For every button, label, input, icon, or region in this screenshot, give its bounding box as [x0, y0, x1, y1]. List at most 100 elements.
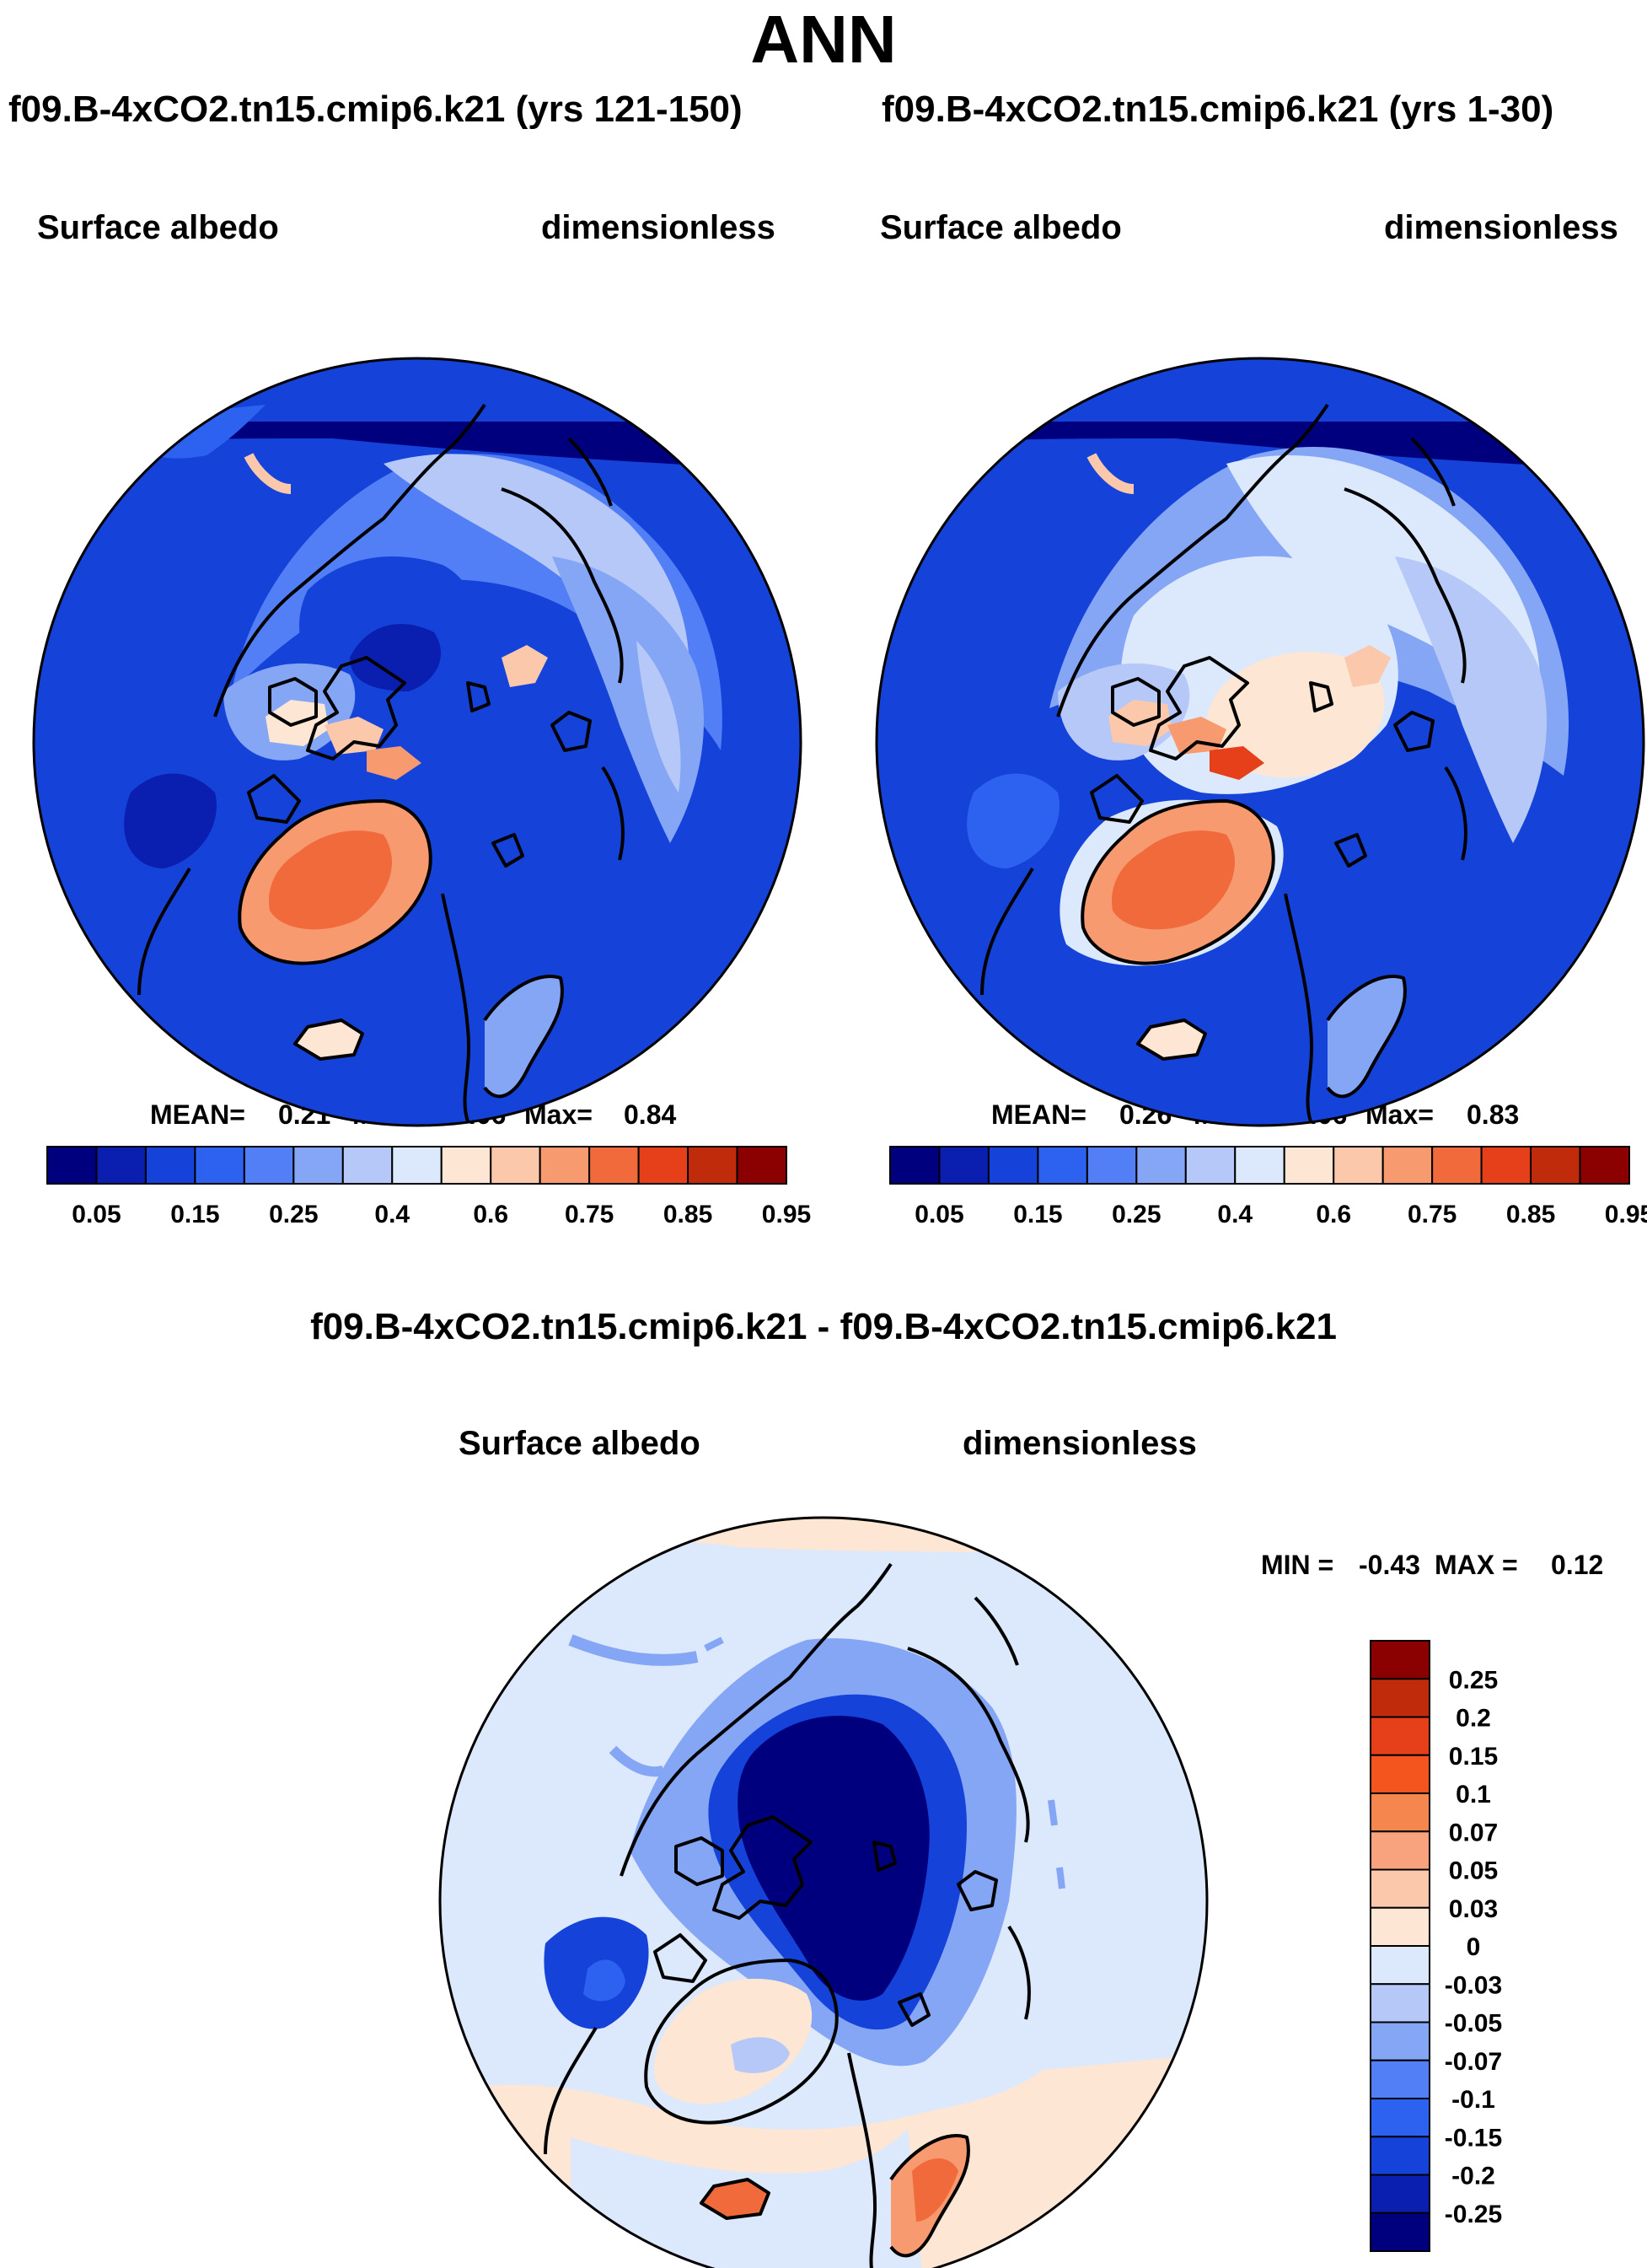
right-colorbar-swatch-10 — [1381, 1146, 1434, 1185]
difference-colorbar-swatch-11 — [1370, 2059, 1430, 2099]
right-colorbar-tick-label: 0.25 — [1112, 1201, 1161, 1228]
difference-albedo-map — [438, 1516, 1209, 2268]
difference-max-value: 0.12 — [1551, 1550, 1604, 1580]
difference-colorbar-swatch-1 — [1370, 1678, 1430, 1718]
right-colorbar-swatch-14 — [1579, 1146, 1630, 1185]
right-colorbar-swatch-3 — [1037, 1146, 1088, 1185]
right-colorbar-swatch-4 — [1086, 1146, 1138, 1185]
difference-colorbar-tick-label: -0.05 — [1445, 2010, 1502, 2038]
right-panel-units-label: dimensionless — [1384, 209, 1618, 246]
left-colorbar-tick-label: 0.6 — [473, 1201, 508, 1228]
right-colorbar-swatch-6 — [1184, 1146, 1237, 1185]
left-colorbar-tick-label: 0.25 — [269, 1201, 318, 1228]
left-colorbar-swatch-11 — [588, 1146, 640, 1185]
left-colorbar-swatch-12 — [637, 1146, 689, 1185]
left-colorbar-tick-label: 0.95 — [762, 1201, 811, 1228]
right-colorbar-tick-label: 0.95 — [1605, 1201, 1647, 1228]
difference-colorbar-tick-label: -0.07 — [1445, 2048, 1502, 2076]
difference-colorbar-swatch-15 — [1370, 2212, 1430, 2252]
difference-colorbar-tick-label: 0.07 — [1449, 1819, 1498, 1846]
left-colorbar-swatch-6 — [341, 1146, 394, 1185]
figure-title: ANN — [750, 2, 897, 77]
left-colorbar-tick-label: 0.15 — [170, 1201, 219, 1228]
left-colorbar-tick-label: 0.85 — [663, 1201, 712, 1228]
left-colorbar-swatch-8 — [440, 1146, 492, 1185]
difference-colorbar-tick-label: 0.1 — [1456, 1781, 1491, 1808]
difference-colorbar-tick-label: 0 — [1467, 1933, 1481, 1961]
difference-min-value: -0.43 — [1359, 1550, 1420, 1580]
difference-colorbar-swatch-3 — [1370, 1754, 1430, 1794]
left-mean-label: MEAN= — [150, 1099, 245, 1130]
left-colorbar-swatch-13 — [687, 1146, 738, 1185]
difference-colorbar-swatch-10 — [1370, 2021, 1430, 2061]
right-colorbar-swatch-0 — [889, 1146, 941, 1185]
difference-colorbar-tick-label: 0.15 — [1449, 1743, 1498, 1771]
right-colorbar-swatch-9 — [1333, 1146, 1384, 1185]
left-colorbar-swatch-7 — [391, 1146, 443, 1185]
left-panel-units-label: dimensionless — [541, 209, 775, 246]
difference-colorbar-tick-label: -0.03 — [1445, 1971, 1502, 1999]
difference-colorbar-tick-label: -0.2 — [1451, 2163, 1495, 2190]
right-panel-field-label: Surface albedo — [880, 209, 1122, 246]
difference-colorbar-swatch-8 — [1370, 1945, 1430, 1986]
difference-units-label: dimensionless — [963, 1425, 1197, 1462]
difference-colorbar-swatch-7 — [1370, 1906, 1430, 1947]
difference-colorbar-tick-label: -0.1 — [1451, 2086, 1495, 2114]
left-colorbar-swatch-5 — [292, 1146, 344, 1185]
right-colorbar-tick-label: 0.6 — [1316, 1201, 1351, 1228]
right-colorbar-swatch-2 — [987, 1146, 1039, 1185]
right-panel-case-title: f09.B-4xCO2.tn15.cmip6.k21 (yrs 1-30) — [882, 89, 1554, 130]
difference-colorbar: 0.25 0.2 0.15 0.1 0.07 0.05 0.03 0 -0.03 -0.05 -0.… — [1370, 1640, 1502, 2252]
difference-colorbar-swatch-0 — [1370, 1640, 1430, 1680]
difference-colorbar-tick-label: 0.03 — [1449, 1895, 1498, 1923]
difference-colorbar-swatch-14 — [1370, 2174, 1430, 2214]
left-colorbar-swatch-1 — [95, 1146, 147, 1185]
left-colorbar-swatch-9 — [490, 1146, 541, 1185]
left-colorbar-swatch-4 — [243, 1146, 295, 1185]
difference-colorbar-tick-label: 0.05 — [1449, 1857, 1498, 1885]
difference-colorbar-tick-label: 0.25 — [1449, 1666, 1498, 1694]
right-colorbar-tick-label: 0.15 — [1013, 1201, 1062, 1228]
right-colorbar-tick-label: 0.85 — [1506, 1201, 1555, 1228]
right-colorbar-tick-label: 0.75 — [1408, 1201, 1457, 1228]
right-colorbar-swatch-7 — [1234, 1146, 1285, 1185]
difference-colorbar-swatch-6 — [1370, 1868, 1430, 1909]
left-colorbar-tick-label: 0.75 — [565, 1201, 614, 1228]
difference-colorbar-swatch-13 — [1370, 2136, 1430, 2176]
right-colorbar-swatch-1 — [938, 1146, 990, 1185]
difference-field-label: Surface albedo — [459, 1425, 700, 1462]
left-panel-field-label: Surface albedo — [37, 209, 279, 246]
left-colorbar-tick-label: 0.05 — [72, 1201, 121, 1228]
right-mean-label: MEAN= — [991, 1099, 1086, 1130]
right-colorbar: 0.05 0.15 0.25 0.4 0.6 0.75 0.85 0.95 — [889, 1146, 1647, 1228]
right-colorbar-tick-label: 0.4 — [1217, 1201, 1253, 1228]
right-colorbar-swatch-12 — [1480, 1146, 1532, 1185]
difference-min-label: MIN = — [1261, 1550, 1334, 1580]
difference-colorbar-swatch-5 — [1370, 1830, 1430, 1871]
difference-colorbar-swatch-9 — [1370, 1983, 1430, 2023]
right-colorbar-swatch-11 — [1431, 1146, 1483, 1185]
difference-max-label: MAX = — [1435, 1550, 1518, 1580]
difference-colorbar-tick-label: -0.15 — [1445, 2124, 1502, 2152]
difference-title: f09.B-4xCO2.tn15.cmip6.k21 - f09.B-4xCO2… — [310, 1306, 1337, 1347]
left-max-value: 0.84 — [624, 1099, 677, 1130]
right-colorbar-swatch-13 — [1530, 1146, 1581, 1185]
difference-colorbar-swatch-2 — [1370, 1716, 1430, 1756]
right-colorbar-swatch-5 — [1135, 1146, 1187, 1185]
left-colorbar-swatch-0 — [46, 1146, 98, 1185]
difference-colorbar-tick-label: 0.2 — [1456, 1705, 1491, 1733]
left-colorbar-swatch-3 — [194, 1146, 245, 1185]
left-colorbar-tick-label: 0.4 — [374, 1201, 410, 1228]
left-colorbar-swatch-10 — [539, 1146, 591, 1185]
left-colorbar-swatch-14 — [736, 1146, 787, 1185]
right-colorbar-swatch-8 — [1283, 1146, 1335, 1185]
right-albedo-map — [875, 357, 1645, 1127]
difference-colorbar-tick-label: -0.25 — [1445, 2201, 1502, 2228]
left-colorbar: 0.05 0.15 0.25 0.4 0.6 0.75 0.85 0.95 — [46, 1146, 811, 1228]
right-max-value: 0.83 — [1467, 1099, 1520, 1130]
right-colorbar-tick-label: 0.05 — [915, 1201, 963, 1228]
left-panel-case-title: f09.B-4xCO2.tn15.cmip6.k21 (yrs 121-150) — [8, 89, 743, 130]
left-albedo-map — [32, 357, 802, 1127]
difference-colorbar-swatch-4 — [1370, 1792, 1430, 1833]
